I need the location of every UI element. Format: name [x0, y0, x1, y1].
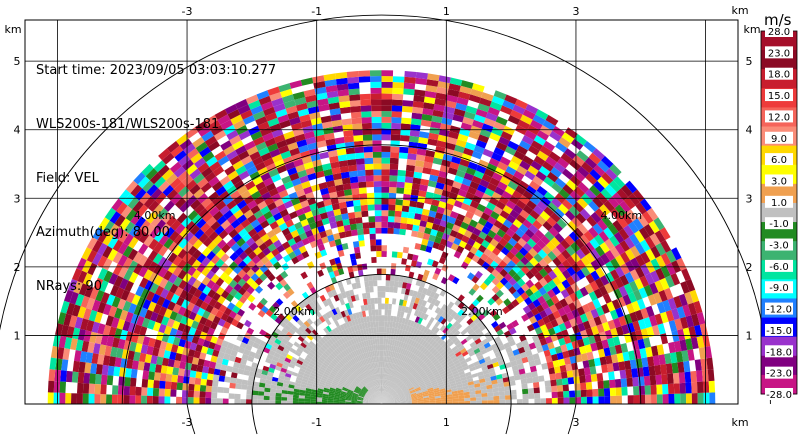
x-tick-label-top: 1: [443, 5, 450, 18]
colorbar-label: 6.0: [771, 155, 787, 166]
range-rings-layer: 2.00km 2.00km 4.00km 4.00km: [0, 14, 771, 435]
colorbar-label-bg: [765, 281, 793, 294]
colorbar-label: 28.0: [768, 27, 790, 38]
colorbar-label: 18.0: [768, 70, 790, 81]
y-tick-label-right: 4: [746, 124, 753, 137]
colorbar-label-bg: [765, 345, 793, 358]
colorbar-label: -3.0: [769, 241, 789, 252]
x-tick-label-top: -1: [311, 5, 322, 18]
colorbar-label-bg: [765, 259, 793, 272]
field-text: Field: VEL: [36, 171, 99, 186]
range-ring-lower: [251, 403, 258, 435]
y-unit-right: km: [743, 23, 760, 36]
x-tick-label-bottom: -3: [182, 416, 193, 429]
colorbar-label-bg: [765, 366, 793, 379]
colorbar-label: -12.0: [766, 305, 792, 316]
grid-layer: [25, 20, 738, 404]
colorbar-label-bg: [765, 25, 793, 37]
colorbar-label: 3.0: [771, 176, 787, 187]
y-unit-left: km: [4, 23, 21, 36]
colorbar-label-bg: [765, 131, 793, 144]
colorbar-label-bg: [765, 46, 793, 59]
y-tick-label-right: 3: [746, 192, 753, 205]
x-tick-label-top: -3: [182, 5, 193, 18]
colorbar-label: 1.0: [771, 198, 787, 209]
y-tick-label-left: 4: [14, 124, 21, 137]
colorbar-label: 15.0: [768, 91, 790, 102]
range-ring-label: 2.00km: [273, 305, 315, 318]
colorbar-label: -1.0: [769, 219, 789, 230]
x-unit-bottom: km: [731, 416, 748, 429]
y-tick-label-left: 2: [14, 261, 21, 274]
colorbar-label-bg: [765, 110, 793, 123]
colorbar-label: -23.0: [766, 369, 792, 380]
start-time-text: Start time: 2023/09/05 03:03:10.277: [36, 63, 277, 78]
colorbar-label-bg: [765, 217, 793, 230]
colorbar-label: 9.0: [771, 134, 787, 145]
colorbar-label-bg: [765, 174, 793, 187]
y-tick-label-left: 5: [14, 55, 21, 68]
colorbar-label-bg: [765, 323, 793, 336]
range-ring-label: 4.00km: [601, 209, 643, 222]
range-ring: [251, 274, 512, 405]
colorbar-label-bg: [765, 238, 793, 251]
radar-gates: [47, 70, 716, 404]
range-ring-label: 4.00km: [134, 209, 176, 222]
scan-info-block: Start time: 2023/09/05 03:03:10.277 WLS2…: [36, 26, 276, 314]
x-tick-label-bottom: -1: [311, 416, 322, 429]
colorbar-units-label: m/s: [764, 11, 792, 29]
y-tick-label-left: 1: [14, 329, 21, 342]
range-ring-label: 2.00km: [461, 305, 503, 318]
instrument-text: WLS200s-181/WLS200s-181: [36, 117, 220, 132]
colorbar-label: 12.0: [768, 112, 790, 123]
plot-frame: [24, 19, 739, 405]
colorbar-label: -28.0: [766, 390, 792, 401]
colorbar-label-bg: [765, 89, 793, 102]
colorbar-label-bg: [765, 388, 793, 400]
colorbar-label: -18.0: [766, 347, 792, 358]
range-ring: [0, 14, 771, 405]
y-tick-label-right: 5: [746, 55, 753, 68]
colorbar-label-bg: [765, 67, 793, 80]
colorbar-label: 23.0: [768, 48, 790, 59]
colorbar-label-bg: [765, 302, 793, 315]
y-tick-label-right: 1: [746, 329, 753, 342]
nrays-text: NRays: 90: [36, 279, 102, 294]
y-tick-label-right: 2: [746, 261, 753, 274]
colorbar-label: -15.0: [766, 326, 792, 337]
x-tick-label-bottom: 3: [572, 416, 579, 429]
colorbar-label-bg: [765, 153, 793, 166]
x-tick-label-top: 3: [572, 5, 579, 18]
colorbar: 28.0 23.0 18.0 15.0 12.0 9.0 6.0 3.0 1.0 -1.0 -3.0…: [760, 25, 798, 401]
axis-ticks-layer: -3 -3 -1 -1 1 1 3 3 1 1 2 2 3 3 4 4 5 5 km km km km: [4, 4, 760, 429]
radar-rays-layer: [47, 70, 716, 404]
azimuth-text: Azimuth(deg): 80.00: [36, 225, 170, 240]
range-ring-lower: [505, 403, 512, 435]
x-tick-label-bottom: 1: [443, 416, 450, 429]
colorbar-label-bg: [765, 195, 793, 208]
x-unit-top: km: [731, 4, 748, 17]
colorbar-label: -6.0: [769, 262, 789, 273]
y-tick-label-left: 3: [14, 192, 21, 205]
range-ring: [121, 144, 642, 405]
colorbar-label: -9.0: [769, 283, 789, 294]
